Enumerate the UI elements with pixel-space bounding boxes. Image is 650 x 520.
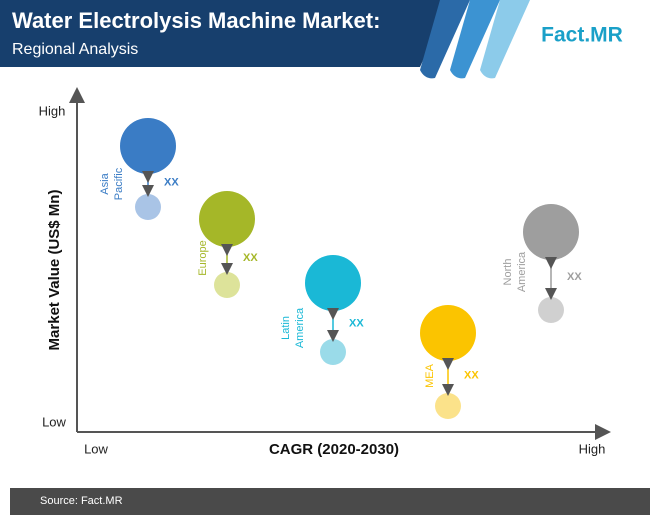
brand: Fact.MR	[541, 24, 623, 47]
header-stripe	[480, 0, 530, 79]
y-title: Market Value (US$ Mn)	[46, 190, 63, 351]
region-label: Asia	[99, 172, 111, 194]
x-high: High	[579, 441, 606, 456]
subtitle: Regional Analysis	[12, 41, 138, 58]
region-bubble-small	[320, 339, 346, 365]
region-bubble-small	[538, 297, 564, 323]
title: Water Electrolysis Machine Market:	[12, 8, 380, 33]
x-title: CAGR (2020-2030)	[269, 441, 399, 458]
region-note: XX	[243, 252, 258, 264]
header-stripe	[420, 0, 470, 79]
region-bubble-small	[435, 393, 461, 419]
region-bubble	[523, 204, 579, 260]
region-bubble-small	[214, 272, 240, 298]
region-note: XX	[349, 317, 364, 329]
region-bubble	[305, 255, 361, 311]
region-bubble-small	[135, 194, 161, 220]
region-label: America	[516, 251, 528, 292]
region-bubble	[120, 118, 176, 174]
region-note: XX	[464, 369, 479, 381]
region-label: Latin	[280, 316, 292, 340]
region-bubble	[199, 191, 255, 247]
region-label: America	[294, 307, 306, 348]
source: Source: Fact.MR	[40, 495, 123, 507]
y-high: High	[39, 103, 66, 118]
region-note: XX	[164, 176, 179, 188]
y-low: Low	[42, 414, 66, 429]
x-low: Low	[84, 441, 108, 456]
header-stripe	[450, 0, 500, 79]
region-label: Europe	[197, 240, 209, 275]
footer-bar	[10, 488, 650, 515]
region-label: Pacific	[113, 167, 125, 200]
region-label: North	[502, 259, 514, 286]
logo-box	[532, 22, 632, 48]
region-label: MEA	[424, 363, 436, 388]
region-bubble	[420, 305, 476, 361]
header-band	[0, 0, 450, 67]
region-note: XX	[567, 271, 582, 283]
